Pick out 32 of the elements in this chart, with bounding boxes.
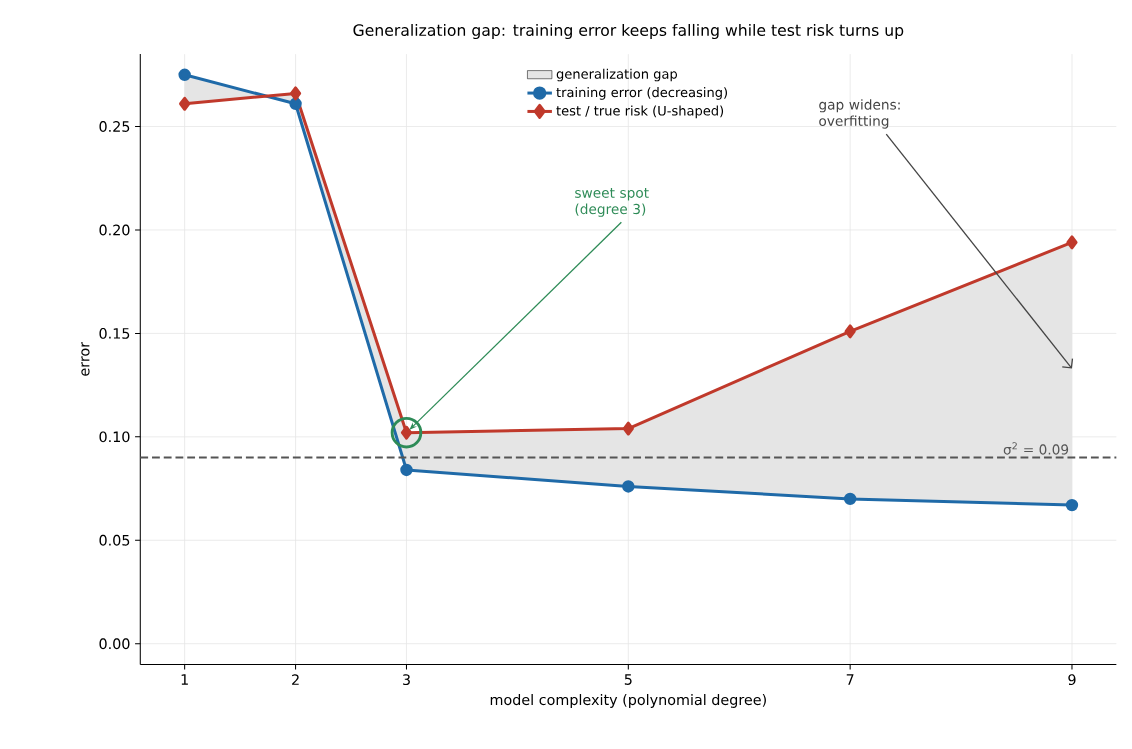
point: [179, 97, 191, 111]
annotation: sweet spot (degree 3): [575, 188, 649, 218]
point: [400, 463, 413, 477]
x-tick-label: 5: [624, 674, 632, 686]
ref-line-label: σ$^{2}$ = 0.09: [1003, 442, 1069, 455]
x-axis-title: model complexity (polynomial degree): [490, 694, 766, 709]
legend-label: training error (decreasing): [556, 87, 727, 100]
point: [844, 324, 856, 339]
x-tick-label: 2: [292, 674, 299, 686]
x-tick-label: 1: [181, 674, 188, 685]
y-tick-label: 0.15: [99, 328, 130, 340]
annotation: gap widens: overfitting: [819, 99, 900, 129]
point: [1065, 499, 1079, 512]
point: [1066, 235, 1078, 250]
point: [843, 492, 857, 506]
x-tick-label: 9: [1068, 674, 1076, 686]
point: [178, 68, 191, 82]
point: [622, 480, 635, 493]
chart-title: Generalization gap: training error keeps falling while test risk turns up: [353, 24, 904, 40]
y-tick-label: 0.20: [99, 224, 130, 236]
x-tick-label: 7: [846, 674, 854, 685]
legend-label: test / true risk (U-shaped): [556, 105, 724, 119]
point: [622, 421, 634, 436]
y-axis-title: error: [81, 342, 90, 377]
x-tick-label: 3: [403, 674, 410, 686]
point: [289, 97, 302, 111]
y-tick-label: 0.10: [99, 431, 130, 443]
y-tick-label: 0.05: [99, 535, 130, 546]
y-tick-label: 0.25: [99, 121, 130, 133]
point: [289, 86, 302, 101]
legend-label: generalization gap: [556, 68, 678, 82]
y-tick-label: 0.00: [99, 638, 130, 650]
